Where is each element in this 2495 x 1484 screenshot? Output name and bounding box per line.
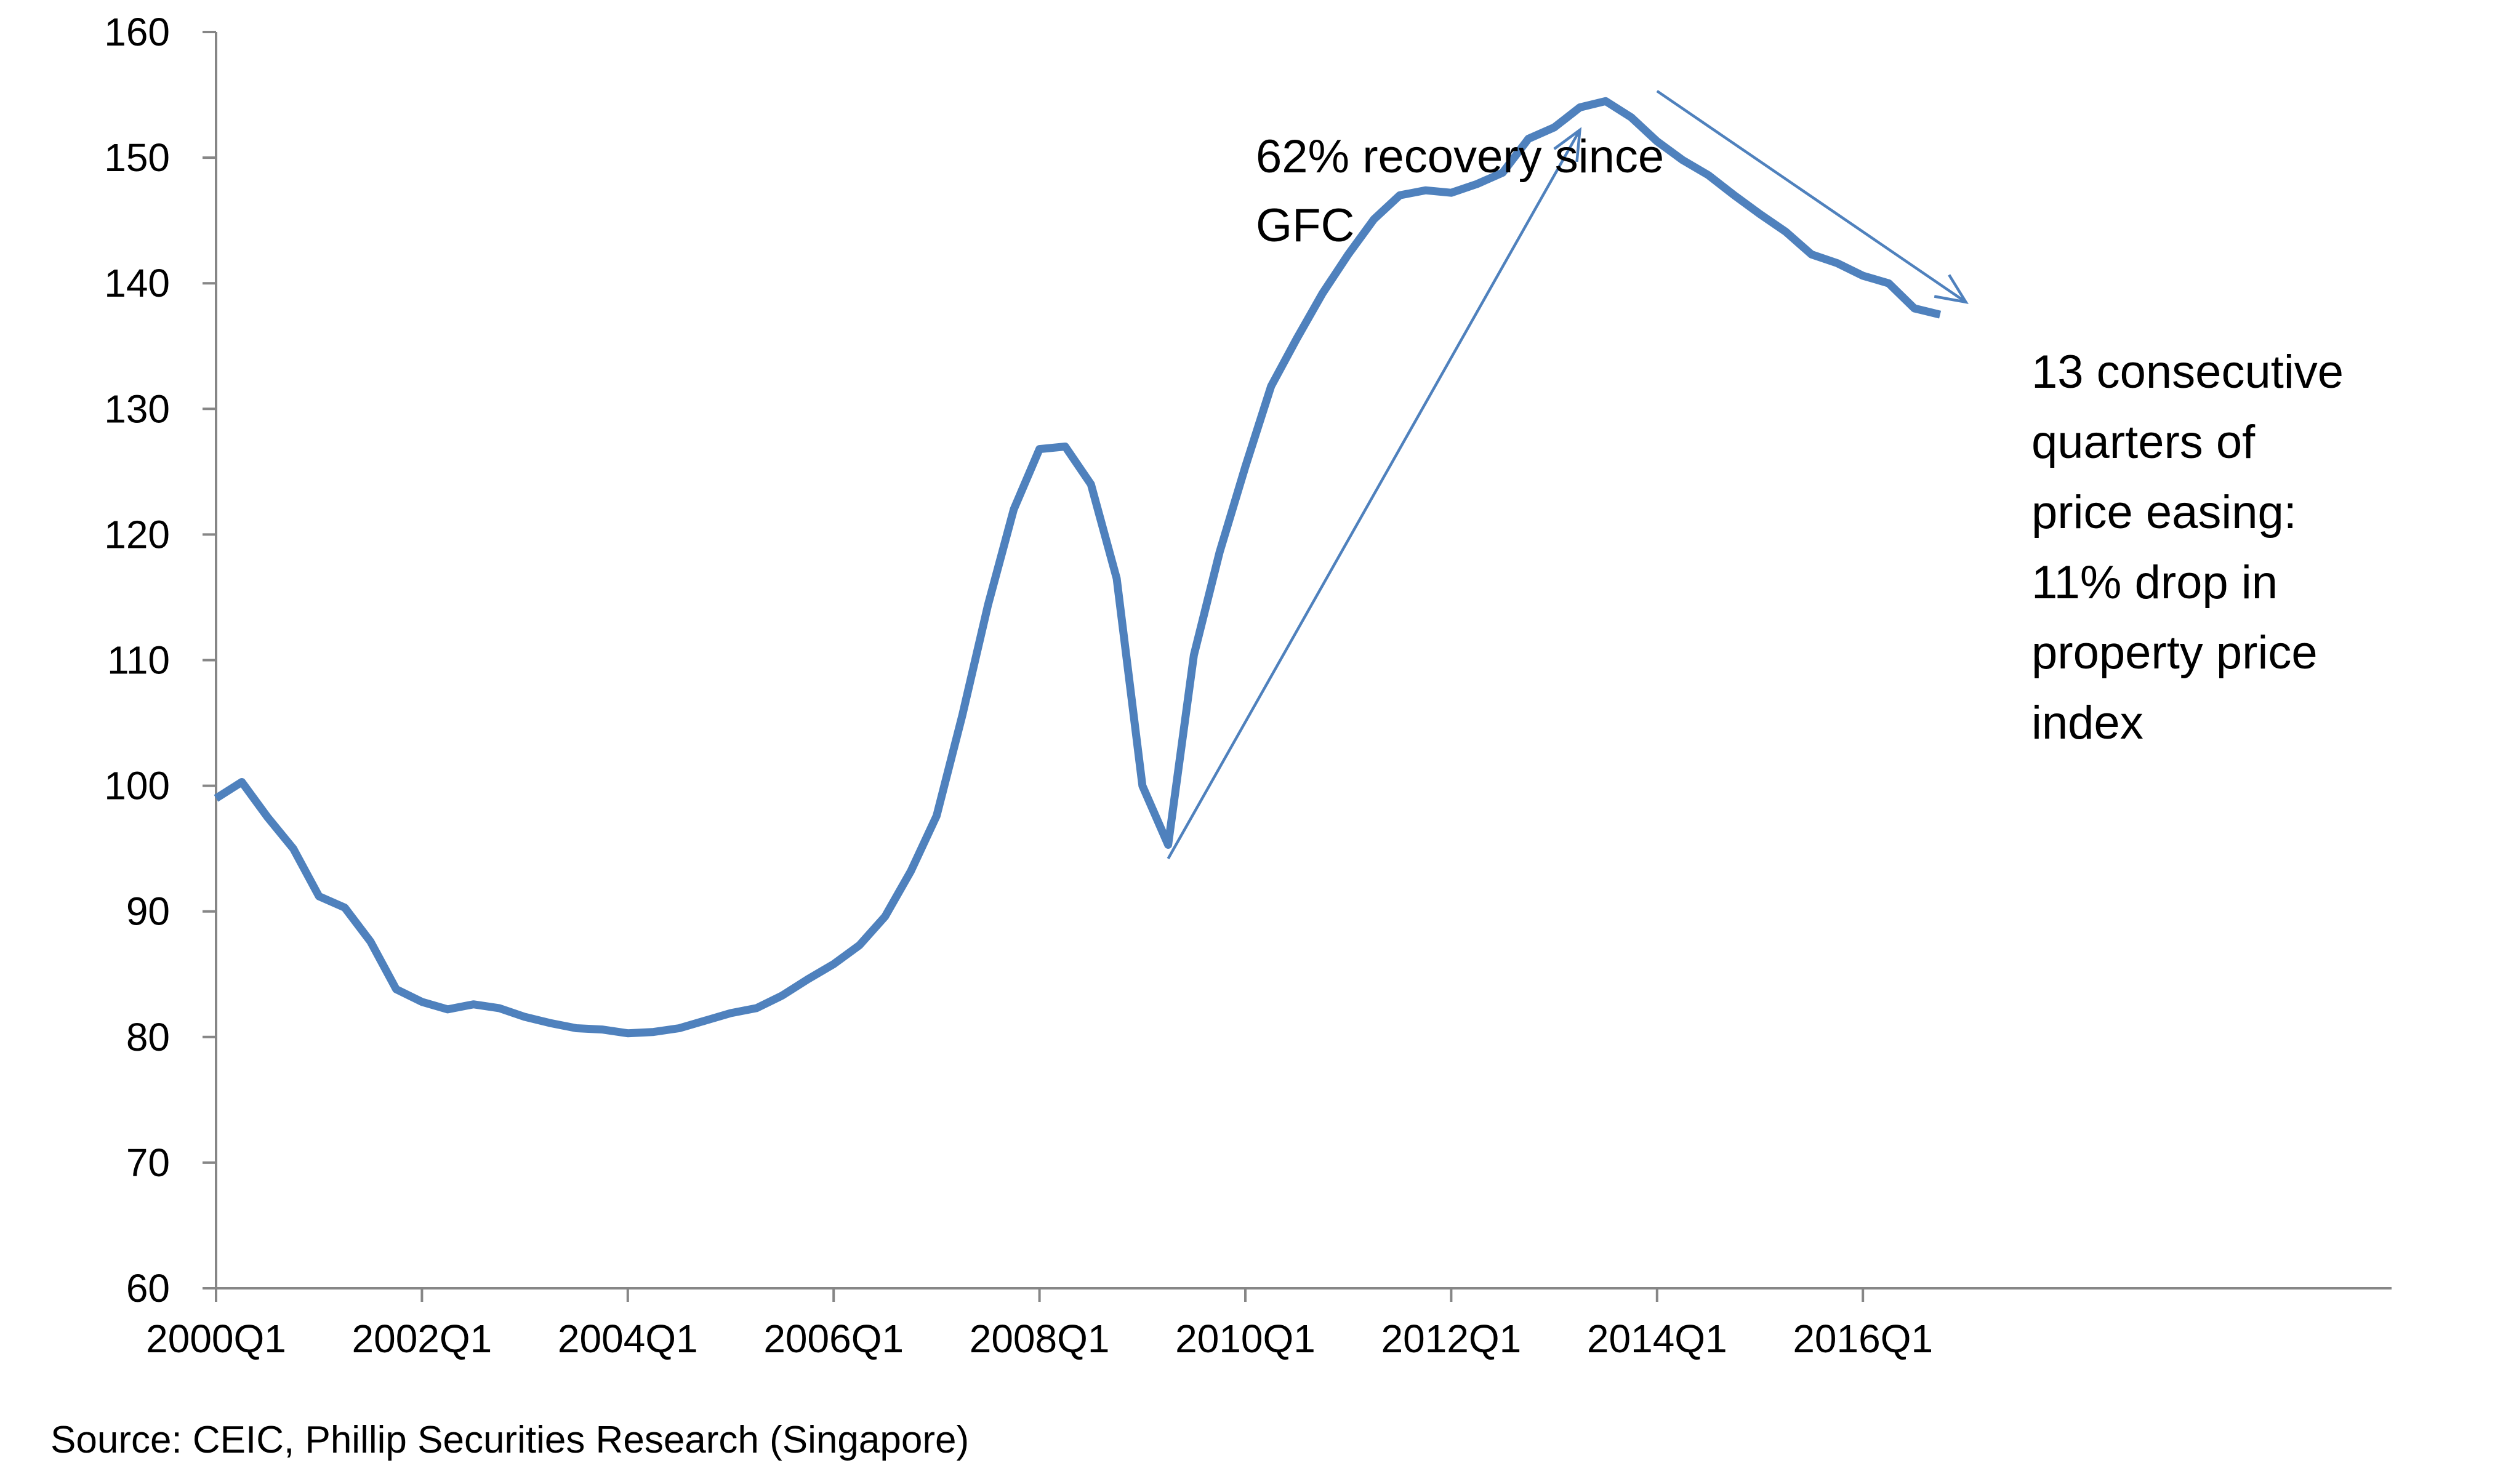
y-tick-label: 160 bbox=[104, 10, 170, 54]
data-series bbox=[214, 97, 1942, 1038]
y-axis: 60 70 80 90 100 110 120 130 140 150 160 bbox=[104, 10, 217, 1310]
x-tick-label: 2004Q1 bbox=[558, 1317, 698, 1361]
annotation-text: 62% recovery since GFC bbox=[1256, 130, 1664, 252]
series-line bbox=[214, 97, 1942, 1038]
y-tick-label: 70 bbox=[126, 1141, 170, 1185]
x-tick-label: 2002Q1 bbox=[352, 1317, 492, 1361]
y-tick-label: 90 bbox=[126, 889, 170, 934]
annotation-arrow bbox=[1167, 127, 1582, 860]
y-tick-label: 80 bbox=[126, 1015, 170, 1059]
source-note: Source: CEIC, Phillip Securities Researc… bbox=[50, 1419, 969, 1461]
y-tick-label: 140 bbox=[104, 261, 170, 305]
x-tick-label: 2014Q1 bbox=[1587, 1317, 1727, 1361]
annotation-arrows bbox=[1167, 90, 1969, 860]
x-tick-label: 2008Q1 bbox=[970, 1317, 1110, 1361]
annotation-arrow bbox=[1656, 90, 1969, 304]
x-tick-label: 2010Q1 bbox=[1175, 1317, 1316, 1361]
y-tick-label: 120 bbox=[104, 512, 170, 556]
y-tick-label: 110 bbox=[107, 638, 170, 683]
x-tick-label: 2012Q1 bbox=[1381, 1317, 1522, 1361]
y-tick-label: 130 bbox=[104, 387, 170, 431]
y-tick-label: 150 bbox=[104, 135, 170, 180]
x-axis: 2000Q1 2002Q1 2004Q1 2006Q1 2008Q1 2010Q1 2012… bbox=[146, 1287, 2392, 1361]
annotation-text: 13 consecutive quarters of price easing: 11… bbox=[2031, 346, 2344, 749]
annotations: 62% recovery since GFC 13 consecutive quart… bbox=[1256, 130, 2344, 749]
y-tick-label: 60 bbox=[126, 1266, 170, 1310]
y-tick-label: 100 bbox=[104, 764, 170, 808]
x-tick-label: 2006Q1 bbox=[763, 1317, 904, 1361]
x-tick-label: 2000Q1 bbox=[146, 1317, 286, 1361]
x-tick-label: 2016Q1 bbox=[1793, 1317, 1933, 1361]
